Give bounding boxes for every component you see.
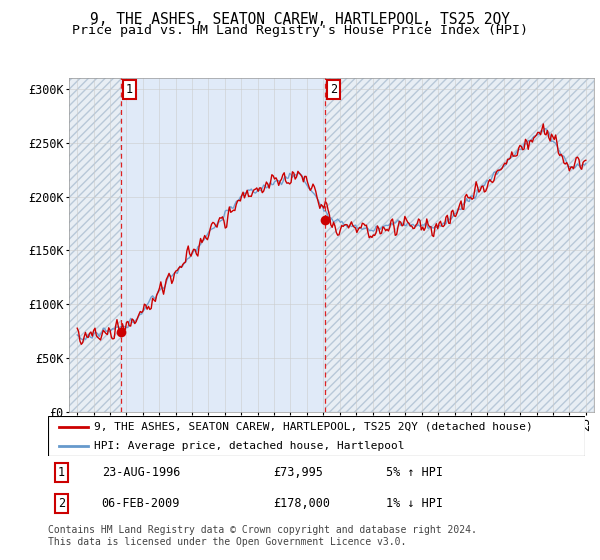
Text: 1: 1 xyxy=(58,466,65,479)
Text: 06-FEB-2009: 06-FEB-2009 xyxy=(102,497,180,510)
Text: 9, THE ASHES, SEATON CAREW, HARTLEPOOL, TS25 2QY: 9, THE ASHES, SEATON CAREW, HARTLEPOOL, … xyxy=(90,12,510,27)
Text: 2: 2 xyxy=(329,83,337,96)
Text: Contains HM Land Registry data © Crown copyright and database right 2024.
This d: Contains HM Land Registry data © Crown c… xyxy=(48,525,477,547)
Text: 1: 1 xyxy=(125,83,133,96)
Text: 5% ↑ HPI: 5% ↑ HPI xyxy=(386,466,443,479)
Bar xyxy=(121,78,325,412)
Text: £73,995: £73,995 xyxy=(274,466,323,479)
Text: Price paid vs. HM Land Registry's House Price Index (HPI): Price paid vs. HM Land Registry's House … xyxy=(72,24,528,37)
Text: £178,000: £178,000 xyxy=(274,497,331,510)
Text: 9, THE ASHES, SEATON CAREW, HARTLEPOOL, TS25 2QY (detached house): 9, THE ASHES, SEATON CAREW, HARTLEPOOL, … xyxy=(94,422,532,432)
Text: 1% ↓ HPI: 1% ↓ HPI xyxy=(386,497,443,510)
Bar xyxy=(325,78,594,412)
Text: 2: 2 xyxy=(58,497,65,510)
Text: HPI: Average price, detached house, Hartlepool: HPI: Average price, detached house, Hart… xyxy=(94,441,404,450)
Text: 23-AUG-1996: 23-AUG-1996 xyxy=(102,466,180,479)
Bar xyxy=(69,78,121,412)
